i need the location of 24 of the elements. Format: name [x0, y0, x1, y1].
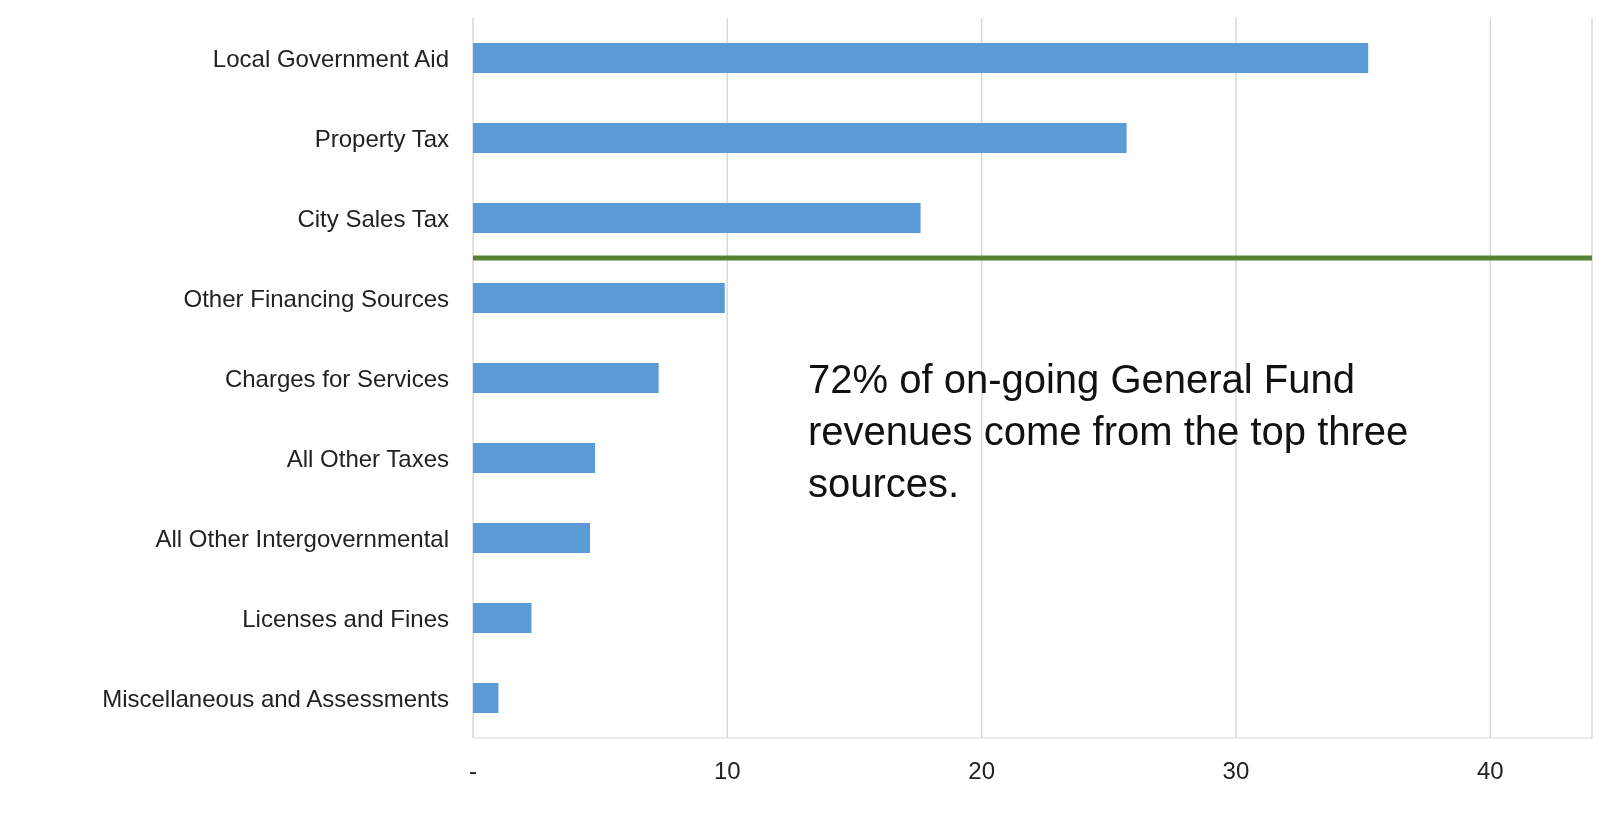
y-tick-label: Miscellaneous and Assessments: [102, 684, 449, 712]
bar: [473, 203, 921, 233]
x-tick-label: 20: [968, 757, 995, 785]
x-tick-label: 40: [1476, 757, 1504, 785]
y-tick-label: All Other Intergovernmental: [155, 524, 449, 552]
bar: [473, 523, 590, 553]
y-tick-label: Charges for Services: [224, 364, 449, 392]
bar: [473, 363, 659, 393]
x-tick-label: -: [469, 757, 477, 785]
bar: [473, 43, 1369, 73]
y-tick-label: All Other Taxes: [286, 444, 449, 472]
y-tick-label: City Sales Tax: [297, 204, 449, 232]
y-tick-label: Licenses and Fines: [242, 604, 449, 632]
bar: [473, 603, 532, 633]
x-tick-label: 30: [1222, 757, 1250, 785]
bar: [473, 283, 725, 313]
bar: [473, 443, 596, 473]
y-tick-label: Property Tax: [314, 124, 449, 152]
annotation: 72% of on-going General Fund revenues come from the top three sources.: [808, 356, 1410, 507]
x-tick-label: 10: [713, 757, 741, 785]
bar: [473, 683, 499, 713]
y-tick-label: Local Government Aid: [212, 44, 449, 72]
y-tick-label: Other Financing Sources: [183, 284, 449, 312]
bar: [473, 123, 1127, 153]
